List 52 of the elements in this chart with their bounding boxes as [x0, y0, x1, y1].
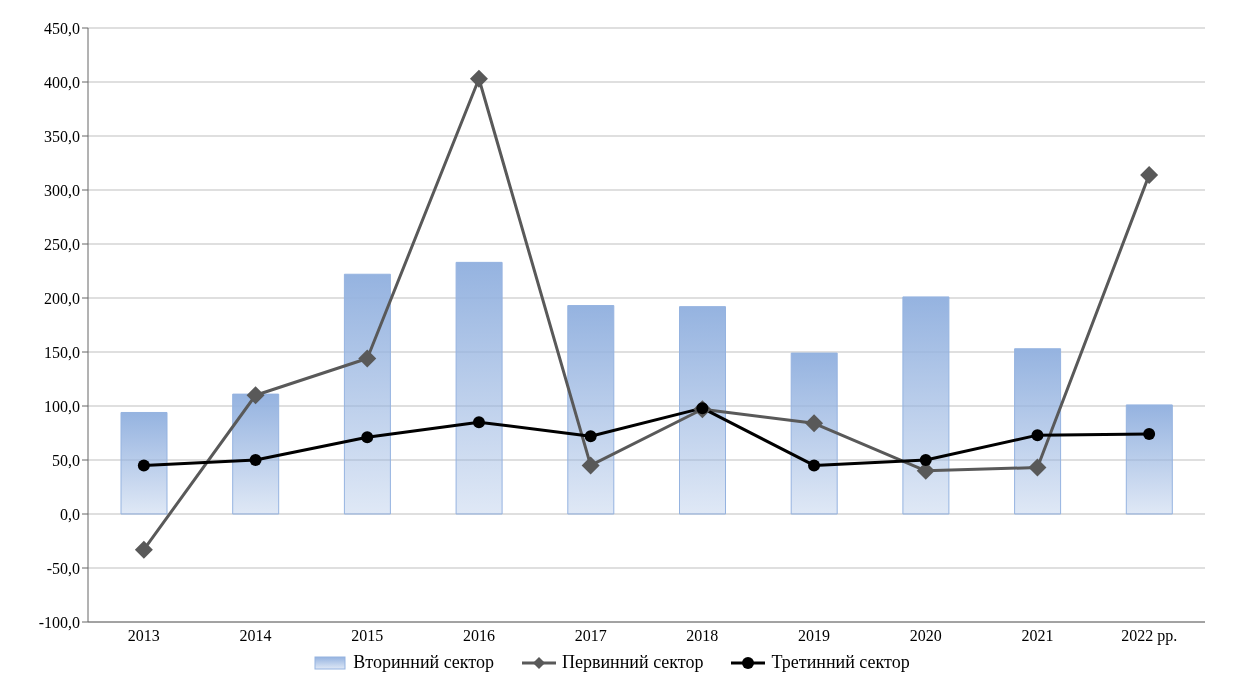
point	[1143, 428, 1156, 441]
point	[358, 349, 377, 368]
y-tick-label: 400,0	[44, 73, 80, 91]
point	[469, 69, 488, 88]
x-tick-label: 2013	[127, 627, 160, 645]
x-tick-label: 2021	[1021, 627, 1054, 645]
legend-label: Первинний сектор	[561, 652, 704, 673]
bar	[567, 305, 615, 515]
x-tick-label: 2017	[574, 627, 607, 645]
point	[1028, 458, 1047, 477]
bar	[343, 273, 391, 515]
point	[808, 459, 821, 472]
y-tick-label: 350,0	[44, 127, 80, 145]
y-tick-label: 100,0	[44, 397, 80, 415]
y-tick-label: 300,0	[44, 181, 80, 199]
bar	[1125, 404, 1173, 515]
y-tick-label: 450,0	[44, 19, 80, 37]
bar	[120, 411, 168, 515]
y-tick-label: 50,0	[52, 451, 80, 469]
point	[137, 459, 150, 472]
x-tick-label: 2014	[239, 627, 272, 645]
point	[1140, 165, 1159, 184]
x-tick-label: 2016	[462, 627, 495, 645]
y-tick-label: 150,0	[44, 343, 80, 361]
point	[134, 540, 153, 559]
x-tick-label: 2022 рр.	[1121, 627, 1178, 646]
point	[472, 416, 485, 429]
bar	[1014, 348, 1062, 515]
x-tick-label: 2018	[686, 627, 719, 645]
bar	[790, 352, 838, 515]
point	[919, 454, 932, 466]
y-tick-label: 200,0	[44, 289, 80, 307]
x-tick-label: 2020	[909, 627, 942, 645]
y-tick-label: 250,0	[44, 235, 80, 253]
point	[246, 386, 265, 405]
y-tick-label: -50,0	[46, 559, 80, 577]
point	[805, 414, 824, 433]
bar	[232, 393, 280, 515]
legend-label: Третинний сектор	[771, 652, 910, 673]
y-tick-label: 0,0	[60, 505, 80, 523]
x-tick-label: 2015	[351, 627, 384, 645]
point	[1031, 429, 1044, 442]
point	[581, 456, 600, 475]
bar	[455, 261, 503, 515]
x-tick-label: 2019	[798, 627, 831, 645]
y-tick-label: -100,0	[38, 613, 80, 631]
point	[584, 430, 597, 443]
legend-label: Вторинний сектор	[353, 652, 494, 673]
point	[249, 454, 262, 466]
bar	[679, 306, 726, 515]
bar	[902, 296, 950, 515]
point	[361, 431, 374, 444]
